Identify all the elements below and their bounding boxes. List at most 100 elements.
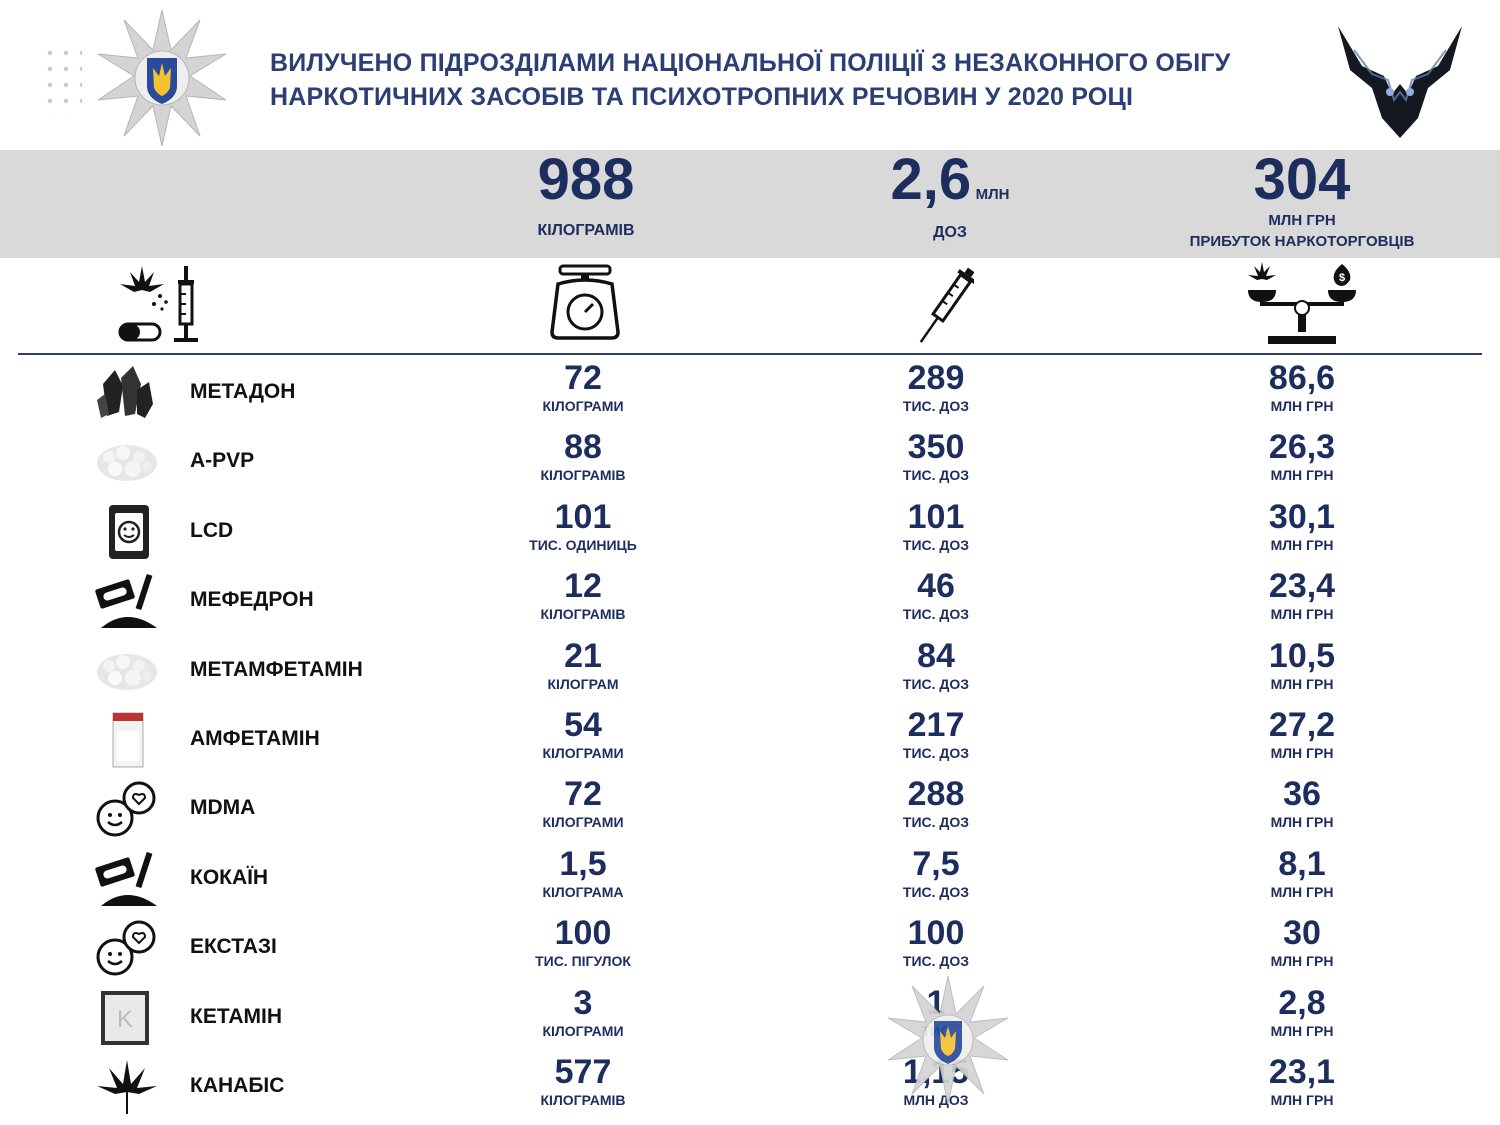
doses-cell: 7,5 ТИС. ДОЗ	[806, 846, 1066, 900]
page-title: ВИЛУЧЕНО ПІДРОЗДІЛАМИ НАЦІОНАЛЬНОЇ ПОЛІЦ…	[270, 46, 1230, 114]
total-weight: 988 КІЛОГРАМІВ	[456, 150, 716, 240]
profit-value: 10,5	[1268, 636, 1336, 675]
profit-cell: 10,5 МЛН ГРН	[1172, 638, 1432, 692]
weight-unit: КІЛОГРАМИ	[542, 398, 624, 414]
pills-icon	[95, 780, 159, 838]
weight-unit: КІЛОГРАМИ	[542, 814, 624, 831]
scale-icon	[548, 262, 622, 342]
table-row: MDMA 72 КІЛОГРАМИ 288 ТИС. ДОЗ 36 МЛН ГРН	[0, 776, 1500, 845]
razor-powder-icon	[95, 850, 159, 908]
weight-value: 3	[573, 983, 593, 1022]
weight-cell: 101 ТИС. ОДИНИЦЬ	[453, 499, 713, 553]
profit-unit: МЛН ГРН	[1270, 467, 1334, 484]
table-row: LCD 101 ТИС. ОДИНИЦЬ 101 ТИС. ДОЗ 30,1 МЛН ГРН	[0, 499, 1500, 568]
table-row: МЕТАМФЕТАМІН 21 КІЛОГРАМ 84 ТИС. ДОЗ 10,5 МЛН …	[0, 638, 1500, 707]
weight-unit: КІЛОГРАМИ	[542, 745, 624, 761]
drug-name: ЕКСТАЗІ	[190, 935, 277, 959]
total-profit-unit: МЛН ГРН	[1268, 212, 1336, 229]
totals-band	[0, 150, 1500, 258]
svg-text:K: K	[117, 1006, 133, 1033]
doses-cell: 289 ТИС. ДОЗ	[806, 360, 1066, 414]
weight-cell: 54 КІЛОГРАМИ	[453, 707, 713, 761]
doses-value: 217	[907, 706, 965, 744]
weight-cell: 72 КІЛОГРАМИ	[453, 360, 713, 414]
total-profit-value: 304	[1253, 147, 1351, 212]
profit-value: 86,6	[1268, 359, 1336, 397]
profit-unit: МЛН ГРН	[1270, 536, 1334, 553]
doses-unit: ТИС. ДОЗ	[902, 953, 970, 970]
doses-unit: ТИС. ДОЗ	[902, 745, 970, 761]
weight-cell: 88 КІЛОГРАМІВ	[453, 429, 713, 483]
profit-unit: МЛН ГРН	[1270, 814, 1334, 831]
profit-cell: 27,2 МЛН ГРН	[1172, 707, 1432, 761]
drug-name: LCD	[190, 518, 234, 542]
profit-value: 30	[1283, 914, 1321, 953]
doses-value: 46	[917, 567, 955, 606]
table-row: ЕКСТАЗІ 100 ТИС. ПІГУЛОК 100 ТИС. ДОЗ 30 МЛН Г…	[0, 915, 1500, 984]
doses-unit: ТИС. ДОЗ	[902, 814, 970, 831]
pills-icon	[95, 919, 159, 977]
drug-name: MDMA	[190, 796, 256, 820]
police-star-watermark	[882, 974, 1014, 1106]
doses-cell: 46 ТИС. ДОЗ	[806, 568, 1066, 622]
doses-unit: МЛН ДОЗ	[903, 1092, 969, 1108]
weight-unit: КІЛОГРАМИ	[542, 1022, 624, 1039]
doses-value: 289	[907, 359, 965, 397]
weight-value: 72	[564, 359, 602, 397]
weight-value: 577	[554, 1053, 612, 1091]
profit-scale-icon: $	[1246, 258, 1358, 346]
drugs-category-icon	[112, 262, 212, 346]
doses-cell: 217 ТИС. ДОЗ	[806, 707, 1066, 761]
crystals-icon	[95, 364, 159, 422]
table-row: A-PVP 88 КІЛОГРАМІВ 350 ТИС. ДОЗ 26,3 МЛН ГРН	[0, 429, 1500, 498]
profit-value: 23,4	[1268, 567, 1336, 606]
profit-cell: 26,3 МЛН ГРН	[1172, 429, 1432, 483]
doses-unit: ТИС. ДОЗ	[902, 467, 970, 484]
total-doses-value: 2,6	[890, 147, 972, 212]
total-doses-suffix: МЛН	[975, 186, 1010, 203]
drug-name: КЕТАМІН	[190, 1004, 282, 1028]
weight-cell: 72 КІЛОГРАМИ	[453, 776, 713, 830]
doses-value: 100	[907, 914, 965, 953]
total-profit-label: ПРИБУТОК НАРКОТОРГОВЦІВ	[1189, 233, 1415, 250]
table-row: МЕТАДОН 72 КІЛОГРАМИ 289 ТИС. ДОЗ 86,6 МЛН ГРН	[0, 360, 1500, 429]
profit-value: 2,8	[1278, 983, 1326, 1022]
doses-cell: 350 ТИС. ДОЗ	[806, 429, 1066, 483]
police-star-logo	[92, 8, 232, 148]
bag-icon	[95, 711, 159, 769]
profit-value: 23,1	[1268, 1053, 1336, 1091]
weight-cell: 100 ТИС. ПІГУЛОК	[453, 915, 713, 969]
total-doses-unit: ДОЗ	[933, 224, 967, 241]
doses-unit: ТИС. ДОЗ	[902, 398, 970, 414]
table-row: КОКАЇН 1,5 КІЛОГРАМА 7,5 ТИС. ДОЗ 8,1 МЛН ГРН	[0, 846, 1500, 915]
weight-value: 54	[564, 706, 602, 744]
table-row: КАНАБІС 577 КІЛОГРАМІВ 1,15 МЛН ДОЗ 23,1 МЛН Г…	[0, 1054, 1500, 1123]
profit-unit: МЛН ГРН	[1270, 675, 1334, 692]
weight-unit: КІЛОГРАМІВ	[540, 606, 626, 623]
drug-name: МЕТАДОН	[190, 380, 296, 403]
profit-cell: 30,1 МЛН ГРН	[1172, 499, 1432, 553]
doses-cell: 101 ТИС. ДОЗ	[806, 499, 1066, 553]
weight-value: 72	[564, 775, 602, 814]
profit-unit: МЛН ГРН	[1270, 1092, 1334, 1108]
doses-unit: ТИС. ДОЗ	[902, 883, 970, 900]
doses-cell: 288 ТИС. ДОЗ	[806, 776, 1066, 830]
profit-unit: МЛН ГРН	[1270, 745, 1334, 761]
table-row: МЕФЕДРОН 12 КІЛОГРАМІВ 46 ТИС. ДОЗ 23,4 МЛН ГР…	[0, 568, 1500, 637]
drug-name: A-PVP	[190, 449, 255, 473]
doses-cell: 84 ТИС. ДОЗ	[806, 638, 1066, 692]
profit-value: 36	[1283, 775, 1321, 814]
profit-cell: 36 МЛН ГРН	[1172, 776, 1432, 830]
weight-cell: 21 КІЛОГРАМ	[453, 638, 713, 692]
weight-value: 88	[564, 428, 602, 467]
doses-value: 350	[907, 428, 965, 467]
weight-cell: 3 КІЛОГРАМИ	[453, 985, 713, 1039]
drug-name: МЕТАМФЕТАМІН	[190, 657, 363, 681]
profit-cell: 23,1 МЛН ГРН	[1172, 1054, 1432, 1108]
drug-name: КАНАБІС	[190, 1074, 285, 1097]
weight-value: 100	[554, 914, 612, 953]
total-doses: 2,6 МЛН ДОЗ	[820, 150, 1080, 242]
doses-value: 101	[907, 497, 965, 536]
profit-unit: МЛН ГРН	[1270, 398, 1334, 414]
